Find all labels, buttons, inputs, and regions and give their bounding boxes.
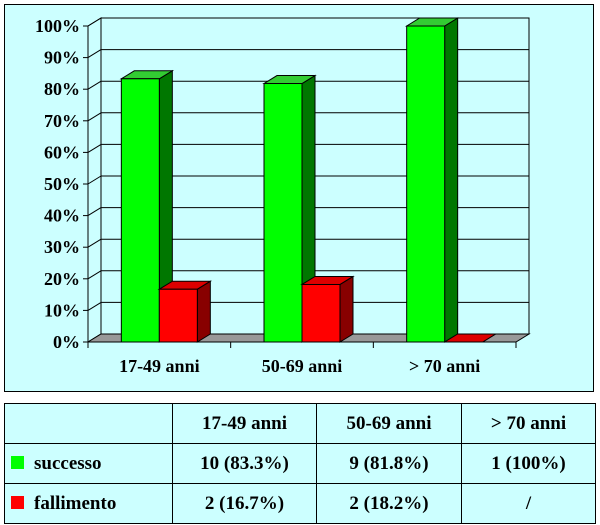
gridline-side xyxy=(87,112,102,122)
gridline-side xyxy=(87,238,102,248)
bar-successo-1 xyxy=(262,74,317,343)
gridline-side xyxy=(87,175,102,185)
bar-successo-0 xyxy=(119,69,175,343)
bar-side xyxy=(444,17,459,343)
gridline-side xyxy=(87,49,102,59)
y-tick-label: 0% xyxy=(53,332,80,352)
bar-successo-2 xyxy=(404,17,460,343)
y-tick-label: 60% xyxy=(44,142,80,162)
y-tick-label: 10% xyxy=(44,300,80,320)
gridline-side xyxy=(87,80,102,90)
bar-side xyxy=(339,275,354,343)
table-row-successo: successo 10 (83.3%) 9 (81.8%) 1 (100%) xyxy=(4,443,596,484)
gridline-side xyxy=(87,270,102,280)
x-category-label: 17-49 anni xyxy=(119,356,200,376)
data-table: 17-49 anni 50-69 anni > 70 anni successo… xyxy=(4,403,596,524)
table-row-fallimento: fallimento 2 (16.7%) 2 (18.2%) / xyxy=(4,483,596,524)
table-cell: 2 (16.7%) xyxy=(172,483,317,524)
row-label-text: successo xyxy=(34,452,102,474)
gridline-side xyxy=(87,17,102,27)
gridline-side xyxy=(87,301,102,311)
table-header-cell: > 70 anni xyxy=(461,403,596,444)
y-tick-label: 70% xyxy=(44,111,80,131)
bar-front xyxy=(120,78,160,343)
legend-swatch-successo xyxy=(11,456,24,470)
bar-side xyxy=(196,280,211,343)
table-cell: 9 (81.8%) xyxy=(316,443,462,484)
bar-fallimento-2 xyxy=(442,333,498,343)
bar-front xyxy=(301,283,341,343)
table-header-cell: 50-69 anni xyxy=(316,403,462,444)
chart-panel: 0% 10% 20% 30% 40% 50% 60% 70% 80% 90% 100% 17-49 … xyxy=(4,4,594,392)
table-header-empty xyxy=(4,403,173,444)
legend-swatch-fallimento xyxy=(11,496,24,510)
table-cell: 2 (18.2%) xyxy=(316,483,462,524)
bar-fallimento-1 xyxy=(300,275,355,343)
gridline-side xyxy=(87,207,102,217)
table-cell: 1 (100%) xyxy=(461,443,596,484)
bar-fallimento-0 xyxy=(157,280,213,343)
x-category-label: 50-69 anni xyxy=(262,356,343,376)
y-tick-label: 80% xyxy=(44,79,80,99)
y-tick-label: 30% xyxy=(44,237,80,257)
bar-top xyxy=(442,333,498,343)
row-label-text: fallimento xyxy=(34,492,117,514)
table-cell: 10 (83.3%) xyxy=(172,443,317,484)
y-axis-ticks: 0% 10% 20% 30% 40% 50% 60% 70% 80% 90% 100% xyxy=(35,16,80,352)
y-tick-label: 100% xyxy=(35,16,80,36)
table-header-cell: 17-49 anni xyxy=(172,403,317,444)
row-label-fallimento: fallimento xyxy=(4,483,173,524)
row-label-successo: successo xyxy=(4,443,173,484)
bar-front xyxy=(406,25,446,343)
x-category-label: > 70 anni xyxy=(409,356,480,376)
y-tick-label: 20% xyxy=(44,269,80,289)
y-tick-label: 90% xyxy=(44,48,80,68)
y-tick-label: 50% xyxy=(44,174,80,194)
table-header-row: 17-49 anni 50-69 anni > 70 anni xyxy=(4,403,596,444)
bars xyxy=(119,17,498,343)
bar-front xyxy=(263,83,303,343)
y-tick-label: 40% xyxy=(44,206,80,226)
x-axis-categories: 17-49 anni 50-69 anni > 70 anni xyxy=(119,356,480,376)
gridline-side xyxy=(87,143,102,153)
bar-front xyxy=(158,288,198,343)
bar-chart: 0% 10% 20% 30% 40% 50% 60% 70% 80% 90% 100% 17-49 … xyxy=(35,16,531,376)
table-cell: / xyxy=(461,483,596,524)
